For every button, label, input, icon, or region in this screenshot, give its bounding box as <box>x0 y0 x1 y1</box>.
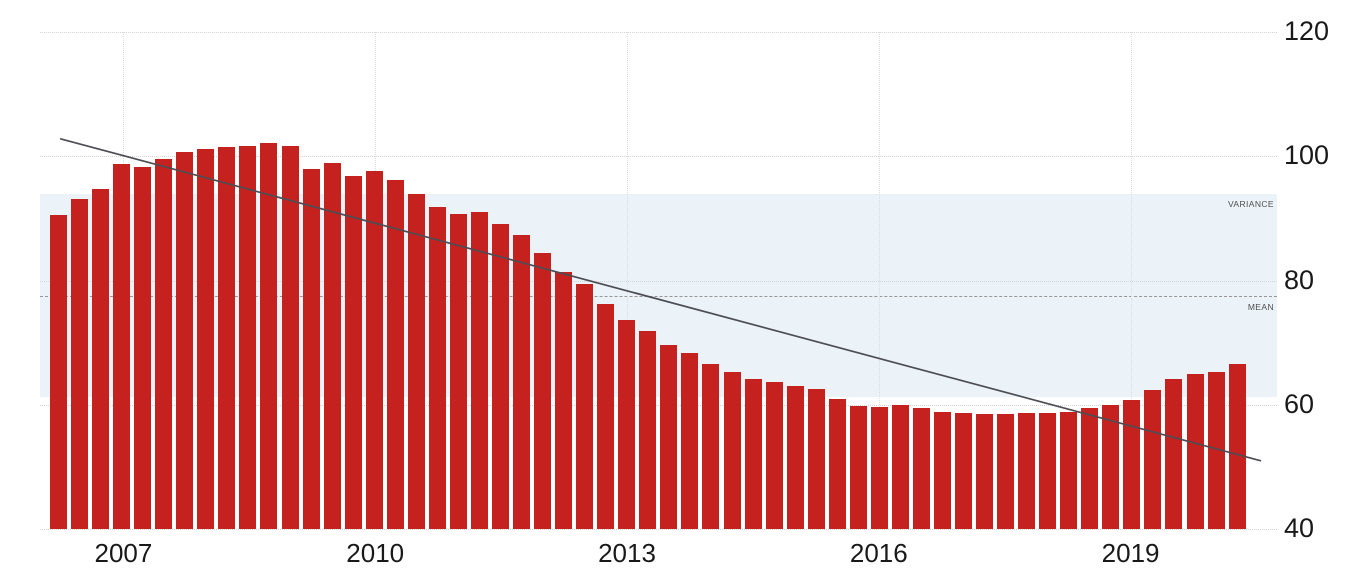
bar-2009-Q4[interactable] <box>344 176 362 529</box>
bar-2019-Q2[interactable] <box>1144 389 1162 529</box>
trend-line-layer <box>59 138 1262 462</box>
x-axis-label-2007: 2007 <box>94 538 153 568</box>
bar-2015-Q4[interactable] <box>849 406 867 529</box>
h-gridline-100 <box>40 156 1277 158</box>
bar-2006-Q3[interactable] <box>71 199 89 529</box>
bar-2018-Q2[interactable] <box>1060 411 1078 529</box>
bar-2013-Q3[interactable] <box>660 344 678 529</box>
bar-series <box>50 32 1246 529</box>
bar-2008-Q4[interactable] <box>260 142 278 529</box>
y-axis-label-80: 80 <box>1284 264 1315 295</box>
bar-2018-Q3[interactable] <box>1081 407 1099 529</box>
v-gridline-2016 <box>878 32 880 529</box>
variance-band-label: VARIANCE <box>1227 198 1274 209</box>
bar-2009-Q3[interactable] <box>323 163 341 529</box>
bar-2016-Q3[interactable] <box>912 408 930 529</box>
bar-2017-Q1[interactable] <box>955 412 973 529</box>
y-axis-label-100: 100 <box>1284 140 1330 171</box>
mean-line-label: MEAN <box>1247 302 1274 313</box>
bar-2015-Q1[interactable] <box>786 386 804 529</box>
bar-2017-Q3[interactable] <box>997 414 1015 529</box>
bar-2011-Q3[interactable] <box>491 223 509 529</box>
bar-2014-Q1[interactable] <box>702 364 720 529</box>
bar-2006-Q2[interactable] <box>50 215 67 529</box>
h-gridline-60 <box>40 404 1277 406</box>
bar-2007-Q3[interactable] <box>155 159 173 529</box>
bar-2014-Q3[interactable] <box>744 378 762 529</box>
x-axis-label-2016: 2016 <box>849 538 908 568</box>
bar-2013-Q4[interactable] <box>681 353 699 529</box>
bar-2018-Q4[interactable] <box>1102 405 1120 529</box>
bar-2012-Q2[interactable] <box>555 272 573 529</box>
bar-2008-Q1[interactable] <box>197 148 215 529</box>
bar-2019-Q4[interactable] <box>1186 374 1204 529</box>
x-axis-label-2010: 2010 <box>346 538 405 568</box>
bar-2017-Q2[interactable] <box>976 414 994 529</box>
y-axis: 120 100 80 60 40 <box>1284 17 1348 541</box>
y-axis-label-40: 40 <box>1284 512 1315 543</box>
x-axis-label-2019: 2019 <box>1101 538 1160 568</box>
bar-2012-Q3[interactable] <box>576 284 594 529</box>
bar-2019-Q3[interactable] <box>1165 379 1183 529</box>
bar-2014-Q2[interactable] <box>723 372 741 529</box>
bar-2006-Q4[interactable] <box>92 189 110 529</box>
y-axis-label-120: 120 <box>1284 15 1330 46</box>
bar-2011-Q4[interactable] <box>513 234 531 529</box>
bar-2009-Q2[interactable] <box>302 169 320 529</box>
h-gridline-40 <box>40 529 1277 530</box>
v-gridline-2019 <box>1130 32 1132 529</box>
bar-2015-Q3[interactable] <box>828 399 846 529</box>
bar-2010-Q3[interactable] <box>407 193 425 529</box>
bar-2011-Q2[interactable] <box>470 212 488 529</box>
bar-2010-Q2[interactable] <box>386 180 404 529</box>
bar-2018-Q1[interactable] <box>1039 412 1057 529</box>
bar-2010-Q4[interactable] <box>428 207 446 529</box>
mean-line: MEAN <box>40 296 1277 311</box>
v-gridline-2013 <box>627 32 629 529</box>
x-axis-label-2013: 2013 <box>598 538 656 568</box>
bar-2016-Q2[interactable] <box>891 405 909 529</box>
bar-2013-Q2[interactable] <box>639 330 657 529</box>
bar-2012-Q1[interactable] <box>534 252 552 529</box>
bar-2011-Q1[interactable] <box>449 214 467 529</box>
bar-2020-Q2[interactable] <box>1228 363 1246 529</box>
h-gridline-120 <box>40 32 1277 33</box>
bar-2007-Q4[interactable] <box>176 151 194 529</box>
bar-2016-Q4[interactable] <box>933 412 951 529</box>
h-gridline-80 <box>40 280 1277 282</box>
bar-2009-Q1[interactable] <box>281 145 299 529</box>
bar-2017-Q4[interactable] <box>1018 413 1036 529</box>
bar-2014-Q4[interactable] <box>765 381 783 529</box>
plot-area[interactable]: VARIANCE MEAN <box>40 32 1277 530</box>
bar-2020-Q1[interactable] <box>1207 371 1225 529</box>
bar-2015-Q2[interactable] <box>807 388 825 529</box>
bar-2013-Q1[interactable] <box>618 320 636 529</box>
bar-2016-Q1[interactable] <box>870 407 888 529</box>
x-axis: 2007 2010 2013 2016 2019 <box>40 540 1277 574</box>
y-axis-label-60: 60 <box>1284 388 1315 419</box>
trend-line <box>59 138 1262 462</box>
bar-2007-Q2[interactable] <box>134 166 152 529</box>
bar-2010-Q1[interactable] <box>365 170 383 529</box>
bar-2008-Q2[interactable] <box>218 146 236 529</box>
bar-2008-Q3[interactable] <box>239 146 257 529</box>
bar-2012-Q4[interactable] <box>597 304 615 529</box>
bar-2007-Q1[interactable] <box>113 164 131 529</box>
bar-2019-Q1[interactable] <box>1123 400 1141 529</box>
